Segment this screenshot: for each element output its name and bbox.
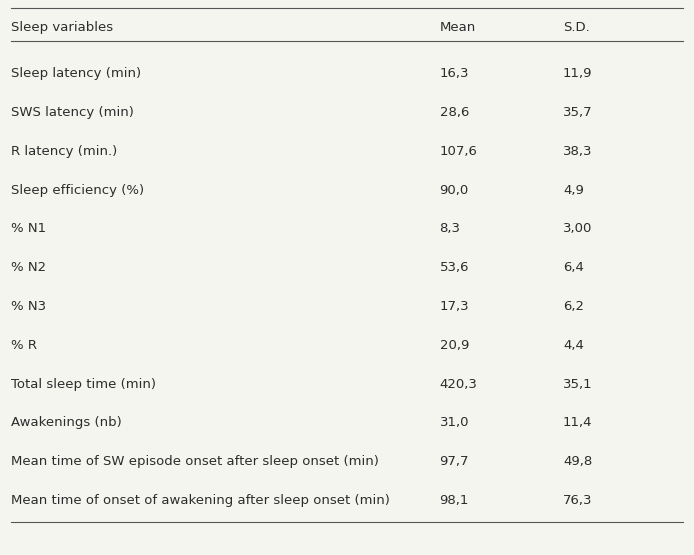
Text: 17,3: 17,3 (439, 300, 469, 313)
Text: % N2: % N2 (11, 261, 46, 274)
Text: 76,3: 76,3 (563, 494, 593, 507)
Text: Total sleep time (min): Total sleep time (min) (11, 377, 156, 391)
Text: 6,4: 6,4 (563, 261, 584, 274)
Text: 35,1: 35,1 (563, 377, 593, 391)
Text: Sleep latency (min): Sleep latency (min) (11, 67, 141, 80)
Text: R latency (min.): R latency (min.) (11, 145, 117, 158)
Text: S.D.: S.D. (563, 21, 590, 34)
Text: 97,7: 97,7 (439, 455, 469, 468)
Text: 98,1: 98,1 (439, 494, 469, 507)
Text: 28,6: 28,6 (439, 106, 469, 119)
Text: 35,7: 35,7 (563, 106, 593, 119)
Text: 31,0: 31,0 (439, 416, 469, 430)
Text: 4,9: 4,9 (563, 184, 584, 196)
Text: 53,6: 53,6 (439, 261, 469, 274)
Text: 38,3: 38,3 (563, 145, 593, 158)
Text: 6,2: 6,2 (563, 300, 584, 313)
Text: 420,3: 420,3 (439, 377, 477, 391)
Text: Awakenings (nb): Awakenings (nb) (11, 416, 121, 430)
Text: Sleep variables: Sleep variables (11, 21, 113, 34)
Text: 90,0: 90,0 (439, 184, 469, 196)
Text: 49,8: 49,8 (563, 455, 592, 468)
Text: Mean time of SW episode onset after sleep onset (min): Mean time of SW episode onset after slee… (11, 455, 379, 468)
Text: 8,3: 8,3 (439, 223, 461, 235)
Text: 11,4: 11,4 (563, 416, 593, 430)
Text: 11,9: 11,9 (563, 67, 593, 80)
Text: Sleep efficiency (%): Sleep efficiency (%) (11, 184, 144, 196)
Text: 4,4: 4,4 (563, 339, 584, 352)
Text: 3,00: 3,00 (563, 223, 593, 235)
Text: 107,6: 107,6 (439, 145, 477, 158)
Text: % N1: % N1 (11, 223, 46, 235)
Text: 16,3: 16,3 (439, 67, 469, 80)
Text: SWS latency (min): SWS latency (min) (11, 106, 134, 119)
Text: % R: % R (11, 339, 37, 352)
Text: Mean time of onset of awakening after sleep onset (min): Mean time of onset of awakening after sl… (11, 494, 390, 507)
Text: % N3: % N3 (11, 300, 46, 313)
Text: Mean: Mean (439, 21, 476, 34)
Text: 20,9: 20,9 (439, 339, 469, 352)
